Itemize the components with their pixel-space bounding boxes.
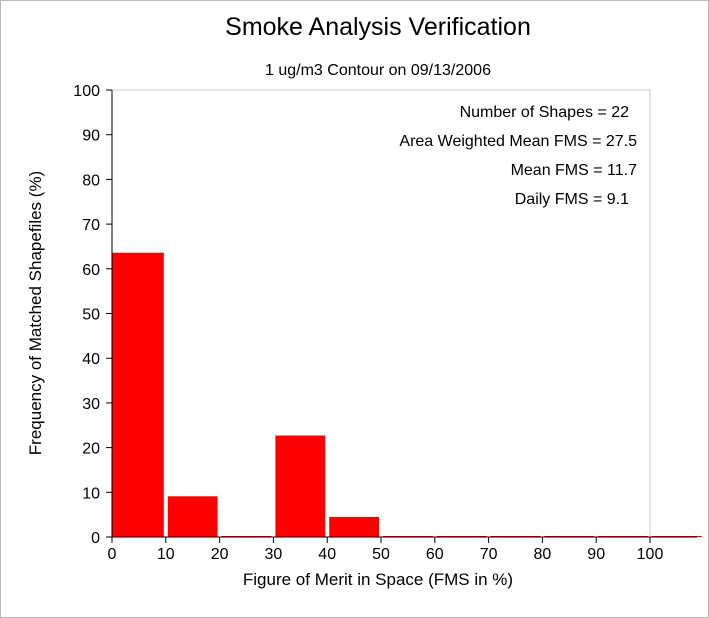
y-tick-label: 50 — [82, 307, 100, 324]
y-tick-label: 10 — [82, 485, 100, 502]
y-tick-label: 40 — [82, 351, 100, 368]
x-tick-label: 10 — [157, 546, 175, 563]
bar — [167, 496, 218, 537]
bar — [112, 252, 164, 537]
y-tick-label: 100 — [73, 83, 100, 100]
y-tick-label: 0 — [91, 530, 100, 547]
x-tick-label: 90 — [587, 546, 605, 563]
x-tick-label: 50 — [372, 546, 390, 563]
stat-annotation: Number of Shapes = 22 — [460, 104, 630, 121]
y-tick-label: 80 — [82, 172, 100, 189]
y-tick-label: 20 — [82, 441, 100, 458]
x-tick-label: 70 — [480, 546, 498, 563]
y-tick-label: 70 — [82, 217, 100, 234]
x-axis-ticks: 0 10 20 30 40 50 60 70 80 90 100 — [108, 537, 664, 563]
y-axis-label: Frequency of Matched Shapefiles (%) — [26, 171, 45, 455]
y-tick-label: 90 — [82, 128, 100, 145]
x-axis-label: Figure of Merit in Space (FMS in %) — [243, 570, 513, 589]
x-tick-label: 20 — [211, 546, 229, 563]
x-tick-label: 40 — [318, 546, 336, 563]
stats-annotations: Number of Shapes = 22 Area Weighted Mean … — [399, 104, 637, 208]
stat-annotation: Daily FMS = 9.1 — [515, 191, 629, 208]
x-tick-label: 60 — [426, 546, 444, 563]
x-tick-label: 30 — [265, 546, 283, 563]
plot-area — [111, 89, 651, 538]
stat-annotation: Area Weighted Mean FMS = 27.5 — [399, 133, 637, 150]
y-tick-label: 60 — [82, 262, 100, 279]
x-tick-label: 80 — [534, 546, 552, 563]
chart-subtitle: 1 ug/m3 Contour on 09/13/2006 — [265, 62, 491, 79]
y-axis-ticks: 0 10 20 30 40 50 60 70 80 90 100 — [73, 83, 112, 547]
bar — [275, 435, 326, 537]
x-tick-label: 100 — [637, 546, 664, 563]
chart-title: Smoke Analysis Verification — [225, 13, 531, 41]
bars-group — [112, 252, 702, 537]
bar — [329, 516, 379, 537]
y-tick-label: 30 — [82, 396, 100, 413]
stat-annotation: Mean FMS = 11.7 — [511, 162, 638, 179]
x-tick-label: 0 — [108, 546, 117, 563]
